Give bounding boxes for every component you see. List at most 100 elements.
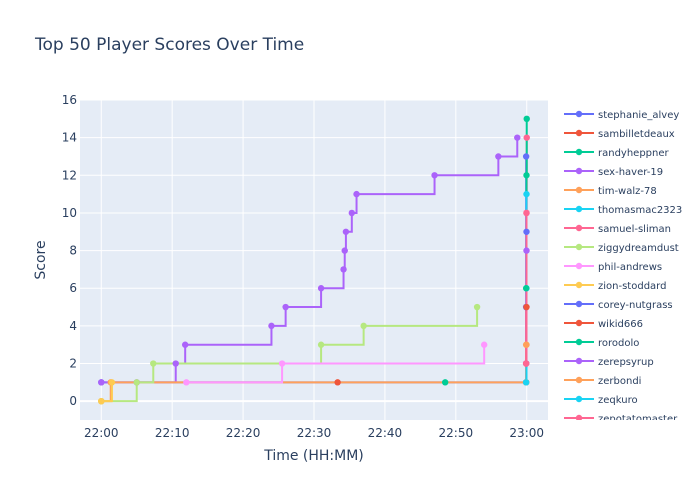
data-point-ziggydreamdust (360, 322, 367, 330)
legend-label: sambilletdeaux (598, 129, 675, 140)
legend-label: zerepsyrup (598, 357, 654, 368)
data-point-wikid666 (523, 303, 530, 311)
data-point-zerepsyrup (523, 247, 530, 254)
legend-item-corey-nutgrass[interactable]: corey-nutgrass (564, 300, 673, 311)
data-point-sex-haver-19 (353, 190, 360, 198)
legend-swatch-marker (575, 262, 583, 270)
legend-item-zerepsyrup[interactable]: zerepsyrup (564, 357, 654, 368)
legend-swatch-marker (575, 376, 583, 384)
legend-swatch-marker (575, 319, 583, 327)
data-point-sambilletdeaux (334, 379, 341, 386)
legend-item-sex-haver-19[interactable]: sex-haver-19 (564, 167, 663, 178)
legend-swatch-marker (575, 414, 583, 420)
legend-label: tim-walz-78 (598, 186, 657, 197)
data-point-sex-haver-19 (268, 322, 275, 330)
y-tick-label: 16 (62, 93, 77, 107)
legend-item-zion-stoddard[interactable]: zion-stoddard (564, 281, 666, 292)
legend-swatch-marker (575, 300, 583, 308)
series-line-zion-stoddard (101, 382, 113, 403)
data-point-ziggydreamdust (473, 303, 481, 311)
data-point-sex-haver-19 (172, 360, 179, 367)
legend-swatch-marker (575, 224, 583, 232)
legend-label: sex-haver-19 (598, 167, 663, 178)
y-axis-title: Score (33, 240, 49, 279)
data-point-ziggydreamdust (133, 379, 140, 386)
x-tick-label: 22:00 (84, 426, 119, 440)
data-point-sex-haver-19 (282, 303, 289, 311)
legend-item-tim-walz-78[interactable]: tim-walz-78 (564, 186, 657, 197)
legend-swatch-marker (575, 129, 583, 137)
legend-swatch-marker (575, 357, 583, 365)
data-point-phil-andrews (183, 379, 190, 386)
legend-label: corey-nutgrass (598, 300, 673, 311)
legend-swatch-marker (575, 205, 583, 213)
legend-label: zerbondi (598, 376, 641, 387)
legend-swatch-marker (575, 186, 583, 194)
data-point-samuel-sliman (523, 134, 530, 141)
legend-swatch-marker (575, 148, 583, 156)
data-point-sex-haver-19 (348, 209, 356, 217)
legend-label: randyheppner (598, 148, 670, 159)
legend-item-phil-andrews[interactable]: phil-andrews (564, 262, 662, 273)
data-point-sex-haver-19 (317, 285, 325, 292)
data-point-zepotatomaster (522, 360, 530, 367)
legend-swatch-marker (575, 395, 583, 403)
legend-swatch-marker (575, 243, 583, 251)
legend-swatch-marker (575, 281, 583, 289)
legend-item-rorodolo[interactable]: rorodolo (564, 338, 639, 349)
legend-label: zepotatomaster (598, 414, 678, 425)
legend-label: thomasmac2323 (598, 205, 682, 216)
legend-label: samuel-sliman (598, 224, 671, 235)
legend-item-zeqkuro[interactable]: zeqkuro (564, 395, 638, 406)
legend-item-wikid666[interactable]: wikid666 (564, 319, 643, 330)
legend-label: ziggydreamdust (598, 243, 679, 254)
y-tick-label: 12 (62, 168, 77, 182)
y-axis-ticks: 0 2 4 6 8 10 12 14 16 (62, 93, 77, 408)
data-point-randyheppner (441, 379, 449, 386)
legend-item-ziggydreamdust[interactable]: ziggydreamdust (564, 243, 679, 254)
x-tick-label: 22:40 (368, 426, 403, 440)
data-point-zion-stoddard (98, 397, 105, 405)
y-tick-label: 8 (69, 244, 77, 258)
data-point-zeqkuro (522, 379, 530, 386)
legend[interactable]: stephanie_alvey sambilletdeaux randyheppne… (564, 110, 682, 425)
y-tick-label: 4 (69, 319, 77, 333)
legend-swatch-marker (575, 167, 583, 175)
data-point-sex-haver-19 (342, 228, 350, 235)
data-point-ziggydreamdust (150, 360, 157, 367)
data-point-rorodolo (523, 172, 530, 179)
data-point-phil-andrews (480, 341, 488, 348)
y-tick-label: 10 (62, 206, 77, 220)
legend-item-stephanie-alvey[interactable]: stephanie_alvey (564, 110, 679, 121)
data-point-ziggydreamdust (317, 341, 325, 348)
data-point-sex-haver-19 (181, 341, 189, 348)
legend-item-sambilletdeaux[interactable]: sambilletdeaux (564, 129, 675, 140)
y-tick-label: 2 (69, 357, 77, 371)
legend-item-thomasmac2323[interactable]: thomasmac2323 (564, 205, 682, 216)
data-point-sex-haver-19 (340, 266, 347, 273)
y-tick-label: 14 (62, 131, 77, 145)
legend-swatch-marker (575, 110, 583, 118)
legend-label: stephanie_alvey (598, 110, 679, 121)
x-tick-label: 22:50 (439, 426, 474, 440)
x-tick-label: 22:20 (226, 426, 261, 440)
y-tick-label: 0 (69, 394, 77, 408)
legend-item-zerbondi[interactable]: zerbondi (564, 376, 641, 387)
legend-swatch-marker (575, 338, 583, 346)
data-point-stephanie-alvey (522, 153, 530, 160)
legend-label: rorodolo (598, 338, 639, 349)
legend-label: zeqkuro (598, 395, 638, 406)
legend-item-zepotatomaster[interactable]: zepotatomaster (564, 414, 678, 425)
data-point-sex-haver-19 (341, 247, 348, 254)
data-point-sex-haver-19 (431, 172, 438, 179)
data-point-rorodolo (523, 115, 530, 123)
data-point-rorodolo (522, 285, 530, 292)
legend-item-randyheppner[interactable]: randyheppner (564, 148, 670, 159)
data-point-phil-andrews (278, 360, 286, 367)
data-point-sex-haver-19 (514, 134, 521, 141)
legend-item-samuel-sliman[interactable]: samuel-sliman (564, 224, 671, 235)
data-point-sex-haver-19 (495, 153, 502, 160)
x-axis-title: Time (HH:MM) (263, 448, 364, 464)
legend-label: zion-stoddard (598, 281, 666, 292)
